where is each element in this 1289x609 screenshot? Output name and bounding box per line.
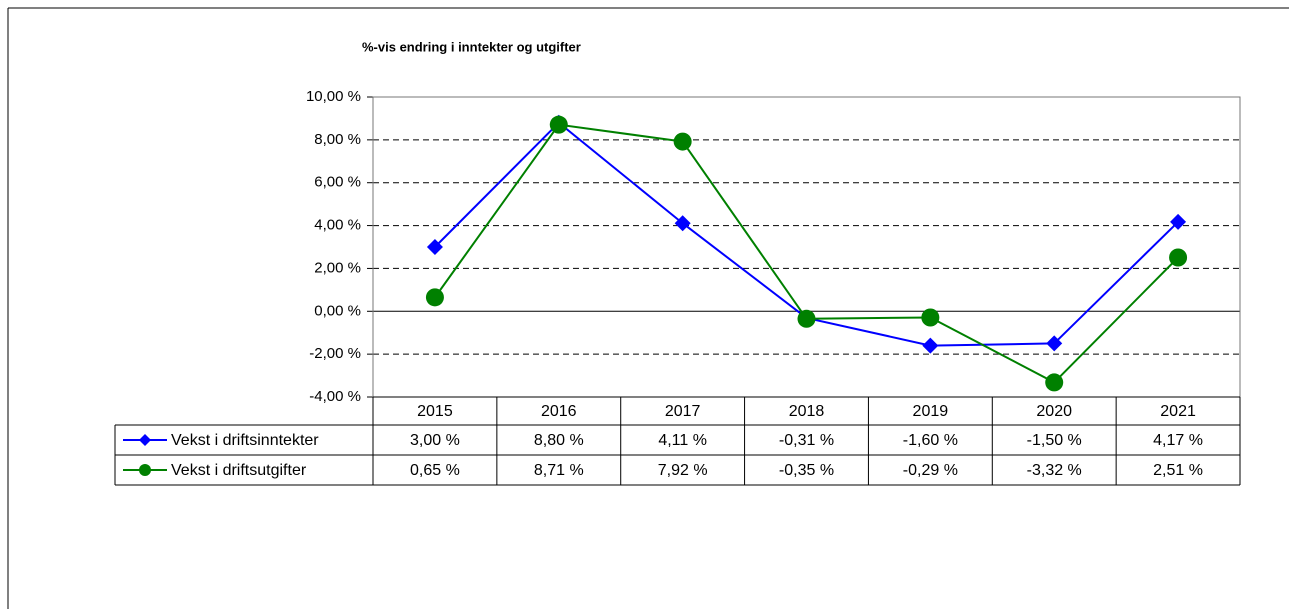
data-label: -1,60 % [903,432,958,449]
legend-label: Vekst i driftsinntekter [171,432,319,449]
legend-marker [139,434,151,446]
x-tick-label: 2017 [665,403,701,420]
y-tick-label: 0,00 % [314,302,361,319]
series-line [434,123,1179,384]
point [922,337,939,354]
y-tick-label: -2,00 % [309,345,361,362]
point [1046,335,1063,352]
point [673,132,692,151]
y-tick-label: 2,00 % [314,259,361,276]
y-tick-label: 6,00 % [314,174,361,191]
data-label: 8,80 % [534,432,584,449]
data-label: -0,29 % [903,462,958,479]
point [797,309,816,328]
plot-area [372,96,1241,398]
x-tick-label: 2018 [789,403,825,420]
point [674,215,691,232]
data-label: 7,92 % [658,462,708,479]
point [1170,213,1187,230]
data-label: -0,35 % [779,462,834,479]
point [921,308,940,327]
y-tick-label: 10,00 % [306,88,361,105]
point [1169,248,1188,267]
chart-title: %-vis endring i inntekter og utgifter [362,39,581,54]
data-label: 0,65 % [410,462,460,479]
y-tick-label: 4,00 % [314,217,361,234]
data-label: 4,17 % [1153,432,1203,449]
x-tick-label: 2020 [1036,403,1072,420]
data-label: -1,50 % [1027,432,1082,449]
x-tick-label: 2016 [541,403,577,420]
point [425,288,444,307]
y-tick-label: -4,00 % [309,388,361,405]
data-label: -0,31 % [779,432,834,449]
data-label: 4,11 % [658,432,707,449]
legend-label: Vekst i driftsutgifter [171,462,307,479]
data-label: 8,71 % [534,462,584,479]
point [1045,373,1064,392]
point [549,115,568,134]
x-tick-label: 2019 [913,403,949,420]
data-label: 2,51 % [1153,462,1203,479]
x-tick-label: 2015 [417,403,453,420]
legend-marker [139,464,151,476]
point [426,239,443,255]
data-label: -3,32 % [1027,462,1082,479]
y-tick-label: 8,00 % [314,131,361,148]
data-label: 3,00 % [410,432,460,449]
x-tick-label: 2021 [1160,403,1196,420]
